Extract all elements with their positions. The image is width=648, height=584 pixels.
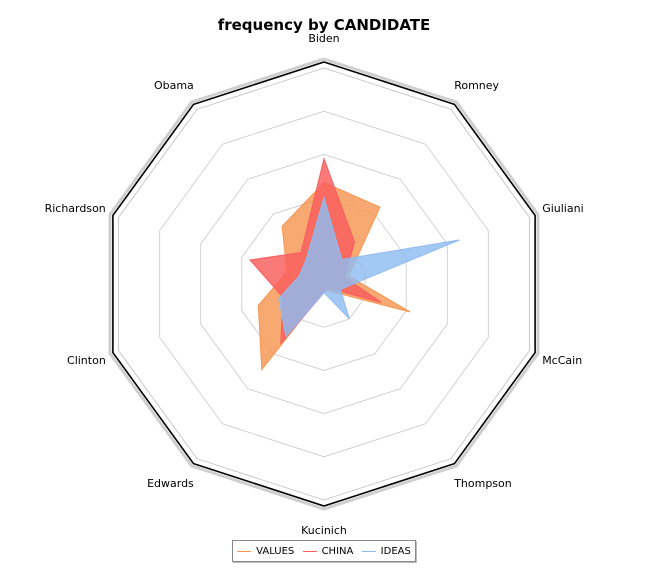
grid-ring	[200, 153, 448, 415]
radar-frame-shadow	[108, 57, 540, 511]
radar-frame-border	[112, 61, 536, 507]
legend-swatch-china	[302, 550, 317, 552]
axis-label-thompson: Thompson	[453, 477, 512, 490]
axis-label-mccain: McCain	[542, 354, 582, 367]
legend-label-china: CHINA	[321, 545, 354, 557]
legend-swatch-values	[237, 550, 252, 552]
axis-label-obama: Obama	[154, 79, 194, 92]
radar-frame	[108, 57, 540, 511]
legend-item-ideas: IDEAS	[361, 545, 411, 557]
grid-ring	[241, 197, 407, 371]
axis-label-clinton: Clinton	[67, 354, 106, 367]
radar-series	[249, 156, 460, 371]
axis-label-kucinich: Kucinich	[301, 524, 347, 537]
legend-item-values: VALUES	[237, 546, 294, 557]
chart-title: frequency by CANDIDATE	[217, 16, 431, 34]
legend-item-china: CHINA	[302, 545, 354, 557]
legend-label-values: VALUES	[256, 545, 295, 557]
axis-label-edwards: Edwards	[147, 477, 194, 490]
radar-frame-inner	[118, 67, 530, 501]
grid-ring	[159, 110, 489, 458]
axis-label-giuliani: Giuliani	[542, 202, 583, 215]
legend-swatch-ideas	[361, 550, 376, 552]
series-ideas-area	[278, 195, 460, 338]
axis-label-biden: Biden	[308, 32, 339, 45]
legend: VALUES CHINA IDEAS	[232, 540, 416, 562]
axis-labels: Biden Romney Giuliani McCain Thompson Kucinic…	[45, 32, 584, 537]
axis-label-romney: Romney	[454, 79, 499, 92]
legend-label-ideas: IDEAS	[380, 545, 411, 557]
axis-label-richardson: Richardson	[45, 202, 106, 215]
